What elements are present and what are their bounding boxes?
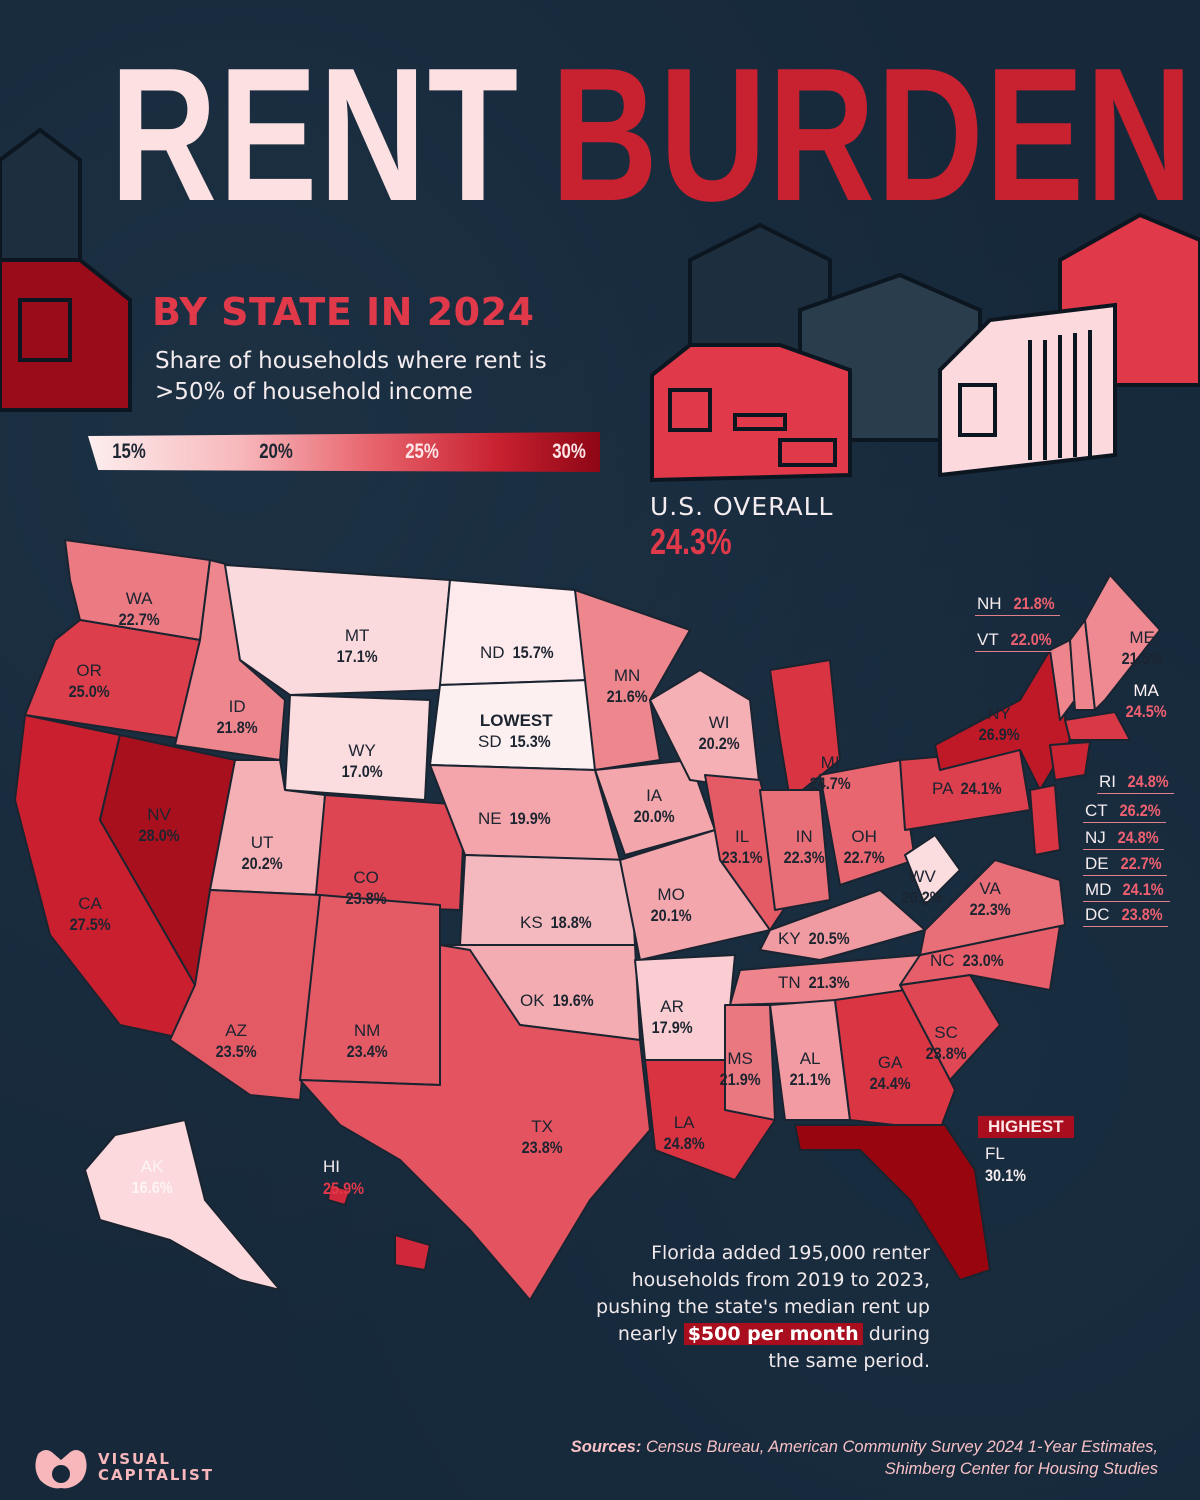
label-VA: VA 22.3% — [969, 879, 1011, 920]
state-KY — [759, 889, 926, 961]
label-OR: OR 25.0% — [68, 661, 110, 702]
state-CO — [314, 794, 466, 911]
label-GA: GA 24.4% — [869, 1053, 911, 1094]
legend-tick-20: 20% — [258, 440, 293, 463]
logo-mark-icon — [35, 1450, 87, 1489]
label-LA: LA 24.8% — [663, 1113, 705, 1154]
label-PA: PA 24.1% — [932, 779, 1002, 798]
state-CT — [1049, 741, 1091, 781]
us-overall-stat: U.S. OVERALL 24.3% — [650, 492, 833, 563]
title-word-rent: RENT — [110, 29, 520, 241]
label-MO: MO 20.1% — [650, 885, 692, 926]
label-TN: TN 21.3% — [778, 973, 850, 992]
callout-MD: MD 24.1% — [1083, 880, 1170, 902]
state-OR — [24, 619, 201, 741]
state-HI — [394, 1234, 431, 1271]
us-choropleth-map — [14, 539, 1161, 1301]
label-CO: CO 23.8% — [345, 868, 387, 909]
state-WI — [649, 669, 761, 791]
label-CA: CA 27.5% — [69, 894, 111, 935]
label-NM: NM 23.4% — [346, 1021, 388, 1062]
label-WA: WA 22.7% — [118, 589, 160, 630]
legend-tick-15: 15% — [112, 440, 146, 463]
label-OK: OK 19.6% — [520, 991, 594, 1010]
logo-line-2: CAPITALIST — [98, 1466, 215, 1484]
state-ME — [1084, 574, 1161, 711]
logo-line-1: VISUAL — [98, 1450, 171, 1469]
label-MI: MI 24.7% — [809, 753, 851, 794]
page-title: RENT BURDEN — [110, 40, 1194, 230]
callout-DC: DC 23.8% — [1083, 905, 1168, 927]
state-FL — [794, 1124, 991, 1281]
label-OH: OH 22.7% — [843, 827, 885, 868]
label-IN: IN 22.3% — [783, 827, 825, 868]
label-ME: ME 21.5% — [1121, 628, 1163, 669]
label-AL: AL 21.1% — [789, 1049, 831, 1090]
florida-note: Florida added 195,000 renter households … — [596, 1242, 930, 1372]
label-IA: IA 20.0% — [633, 786, 675, 827]
us-overall-value: 24.3% — [650, 521, 732, 562]
label-UT: UT 20.2% — [241, 833, 283, 874]
label-WI: WI 20.2% — [698, 713, 740, 754]
state-MN — [574, 589, 691, 771]
color-scale-legend: 15% 20% 25% 30% — [88, 432, 600, 472]
state-MT — [224, 564, 451, 696]
state-IL — [704, 774, 791, 931]
lowest-badge: LOWEST — [479, 711, 553, 730]
label-FL: FL 30.1% — [985, 1144, 1026, 1186]
callout-RI: RI 24.8% — [1097, 772, 1175, 794]
label-TX: TX 23.8% — [521, 1117, 563, 1158]
state-MI — [769, 659, 841, 801]
callout-VT: VT 22.0% — [975, 630, 1057, 652]
state-WV — [904, 834, 961, 906]
us-overall-label: U.S. OVERALL — [650, 492, 834, 521]
state-HI-small — [327, 1184, 351, 1206]
label-AK: AK 16.6% — [131, 1157, 173, 1198]
state-TX — [299, 944, 651, 1301]
label-WY: WY 17.0% — [341, 741, 383, 782]
state-GA — [834, 989, 956, 1131]
label-KY: KY 20.5% — [778, 929, 850, 948]
label-NV: NV 28.0% — [138, 805, 180, 846]
label-AZ: AZ 23.5% — [215, 1021, 257, 1062]
callout-DE: DE 22.7% — [1083, 854, 1167, 876]
label-NY: NY 26.9% — [978, 704, 1020, 745]
label-KS: KS 18.8% — [520, 913, 593, 932]
state-ND — [439, 579, 591, 686]
callout-NH: NH 21.8% — [975, 594, 1060, 616]
label-SC: SC 23.8% — [925, 1023, 967, 1064]
legend-tick-25: 25% — [405, 440, 440, 463]
label-MS: MS 21.9% — [719, 1049, 761, 1090]
visual-capitalist-logo: VISUAL CAPITALIST — [32, 1446, 214, 1490]
sources-label: Sources: — [570, 1438, 642, 1456]
label-WV: WV 20.2% — [901, 867, 943, 908]
label-MN: MN 21.6% — [606, 666, 648, 707]
label-ND: ND 15.7% — [480, 643, 554, 662]
subtitle: BY STATE IN 2024 — [152, 290, 535, 334]
description: Share of households where rent is >50% o… — [155, 348, 547, 406]
label-SD: LOWEST SD 15.3% — [478, 711, 553, 752]
title-word-burden: BURDEN — [550, 29, 1195, 241]
label-IL: IL 23.1% — [721, 827, 763, 868]
state-IN — [759, 789, 831, 911]
state-MS — [724, 1004, 776, 1121]
label-MA: MA 24.5% — [1125, 681, 1167, 722]
callout-NJ: NJ 24.8% — [1083, 828, 1164, 850]
legend-tick-30: 30% — [552, 440, 586, 463]
highest-badge: HIGHEST — [978, 1116, 1074, 1138]
label-AR: AR 17.9% — [651, 997, 693, 1038]
note-highlight: $500 per month — [683, 1322, 863, 1345]
label-NE: NE 19.9% — [478, 809, 551, 828]
label-ID: ID 21.8% — [216, 697, 258, 738]
callout-CT: CT 26.2% — [1083, 801, 1166, 823]
label-HI: HI 25.9% — [323, 1157, 364, 1199]
sources: Sources: Census Bureau, American Communi… — [570, 1438, 1158, 1479]
state-MA — [1064, 711, 1131, 741]
state-VA — [919, 859, 1066, 956]
state-AK — [84, 1119, 281, 1291]
state-WY — [284, 694, 431, 801]
state-NJ — [1029, 784, 1061, 856]
label-MT: MT 17.1% — [336, 626, 378, 667]
label-NC: NC 23.0% — [930, 951, 1004, 970]
